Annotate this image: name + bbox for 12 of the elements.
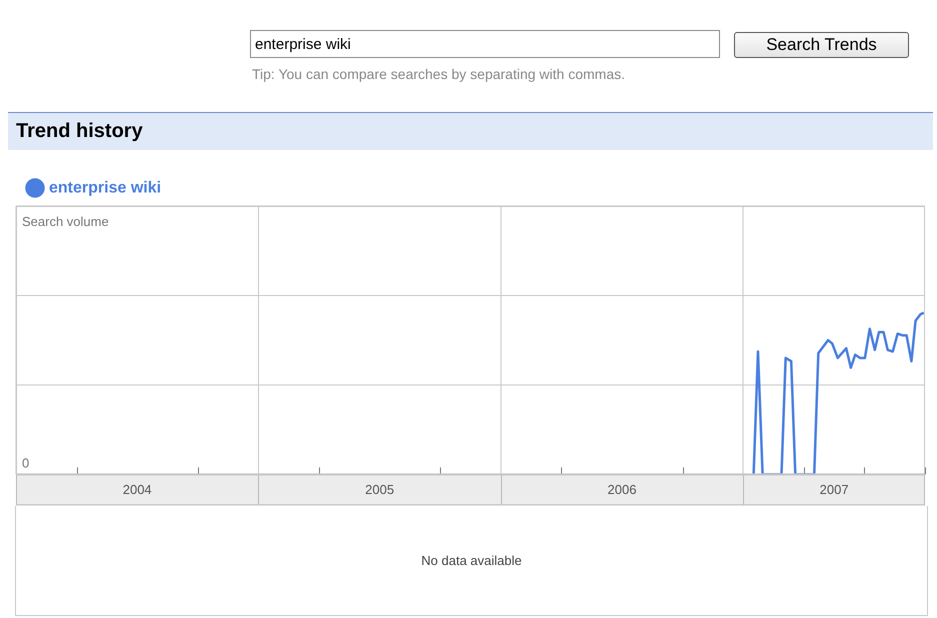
text: Search volume — [22, 214, 109, 230]
text: Search Trends — [734, 32, 909, 58]
text: Tip: You can compare searches by separating with commas. — [252, 66, 626, 82]
x-tick-label: 2005 — [365, 482, 394, 497]
x-tick-label: 2007 — [820, 482, 849, 497]
x-tick-label: 2006 — [608, 482, 636, 497]
x-tick-label: 2004 — [122, 482, 152, 497]
text: enterprise wiki — [250, 30, 720, 58]
legend-label: enterprise wiki — [49, 179, 162, 196]
chart-title: Trend history — [8, 112, 933, 150]
text: No data available — [15, 506, 928, 616]
annotation: 0 — [22, 455, 30, 470]
